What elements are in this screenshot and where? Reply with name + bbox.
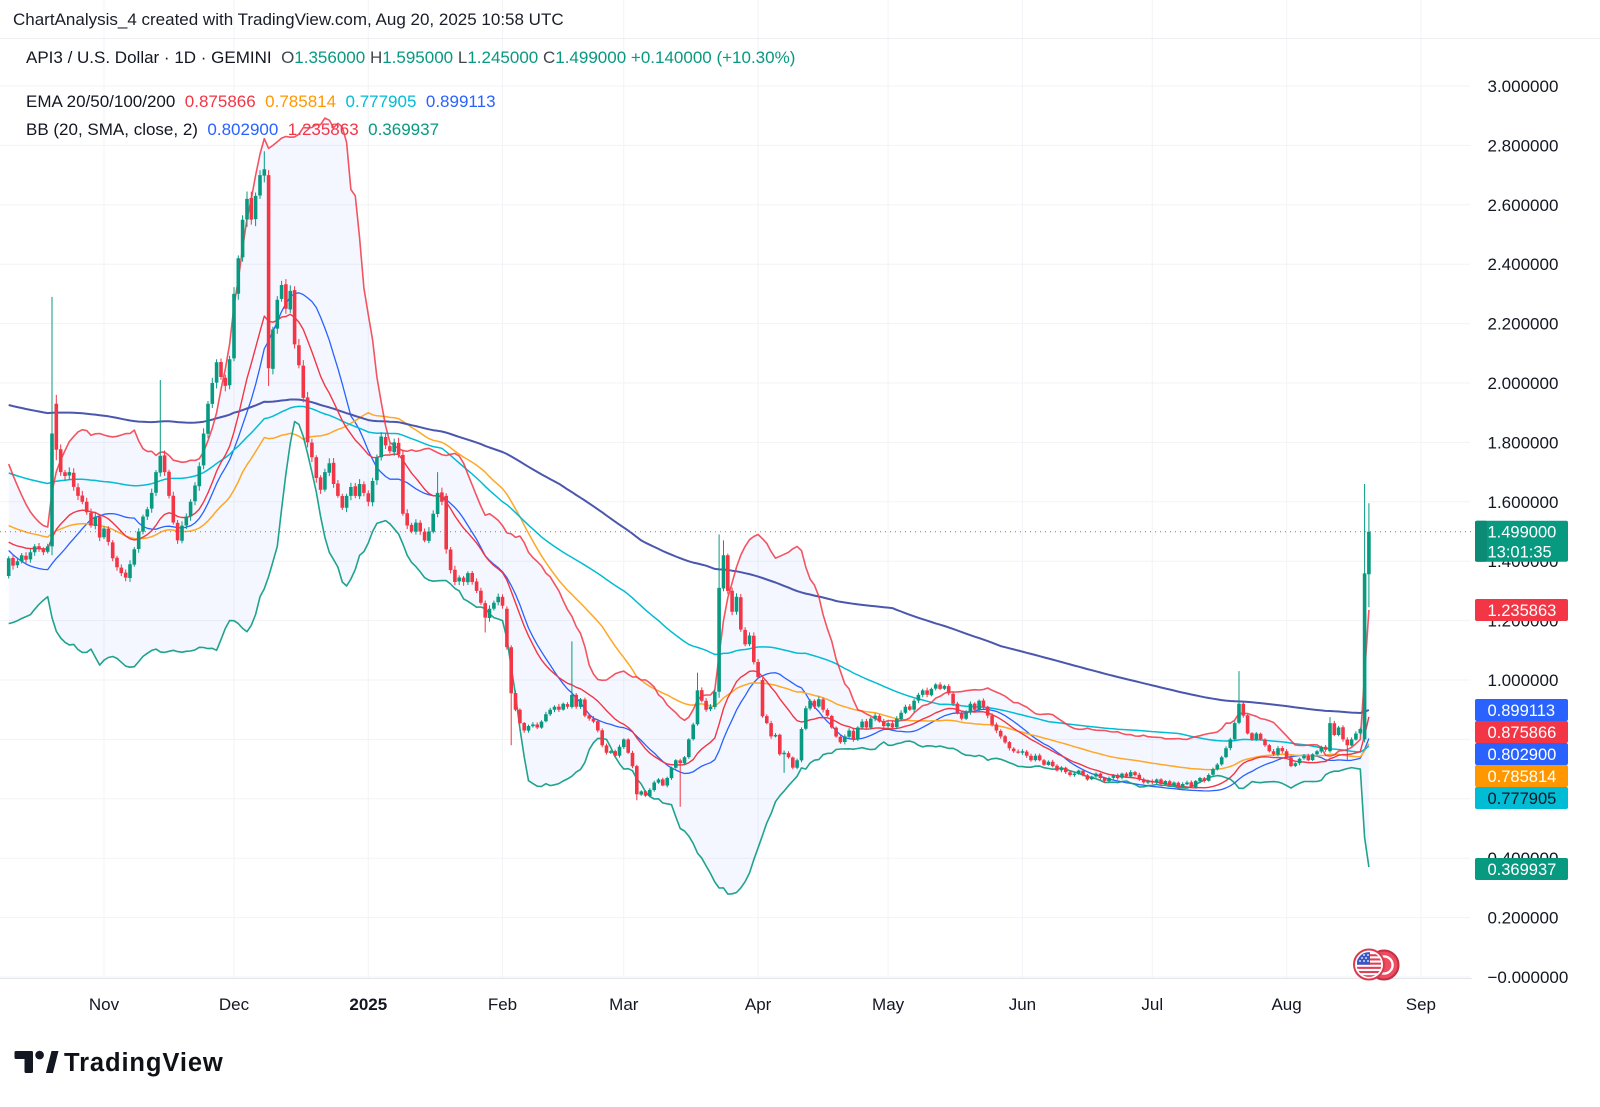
svg-text:2025: 2025 <box>349 995 387 1014</box>
svg-text:1.235863: 1.235863 <box>1488 602 1557 620</box>
svg-text:0.369937: 0.369937 <box>1488 861 1557 879</box>
svg-text:Sep: Sep <box>1406 995 1436 1014</box>
svg-text:2.600000: 2.600000 <box>1488 196 1559 215</box>
svg-text:Mar: Mar <box>609 995 639 1014</box>
svg-text:May: May <box>872 995 905 1014</box>
svg-text:0.802900: 0.802900 <box>1488 746 1557 764</box>
svg-text:0.777905: 0.777905 <box>1488 790 1557 808</box>
svg-text:−0.000000: −0.000000 <box>1488 968 1569 987</box>
svg-text:1.000000: 1.000000 <box>1488 671 1559 690</box>
svg-text:Dec: Dec <box>219 995 250 1014</box>
svg-text:1.499000: 1.499000 <box>1488 523 1557 541</box>
svg-text:2.400000: 2.400000 <box>1488 255 1559 274</box>
svg-text:3.000000: 3.000000 <box>1488 77 1559 96</box>
svg-text:1.600000: 1.600000 <box>1488 493 1559 512</box>
svg-text:13:01:35: 13:01:35 <box>1488 543 1552 561</box>
svg-text:Aug: Aug <box>1271 995 1301 1014</box>
svg-text:1.800000: 1.800000 <box>1488 433 1559 452</box>
svg-text:Nov: Nov <box>89 995 120 1014</box>
svg-text:Jun: Jun <box>1009 995 1036 1014</box>
svg-text:0.875866: 0.875866 <box>1488 724 1557 742</box>
svg-text:0.200000: 0.200000 <box>1488 909 1559 928</box>
svg-text:0.899113: 0.899113 <box>1488 702 1556 720</box>
svg-text:2.000000: 2.000000 <box>1488 374 1559 393</box>
svg-text:Feb: Feb <box>488 995 517 1014</box>
svg-text:Apr: Apr <box>745 995 772 1014</box>
svg-text:TradingView: TradingView <box>64 1049 224 1077</box>
svg-text:2.200000: 2.200000 <box>1488 315 1559 334</box>
svg-text:2.800000: 2.800000 <box>1488 136 1559 155</box>
svg-text:Jul: Jul <box>1141 995 1163 1014</box>
svg-text:0.785814: 0.785814 <box>1488 768 1557 786</box>
